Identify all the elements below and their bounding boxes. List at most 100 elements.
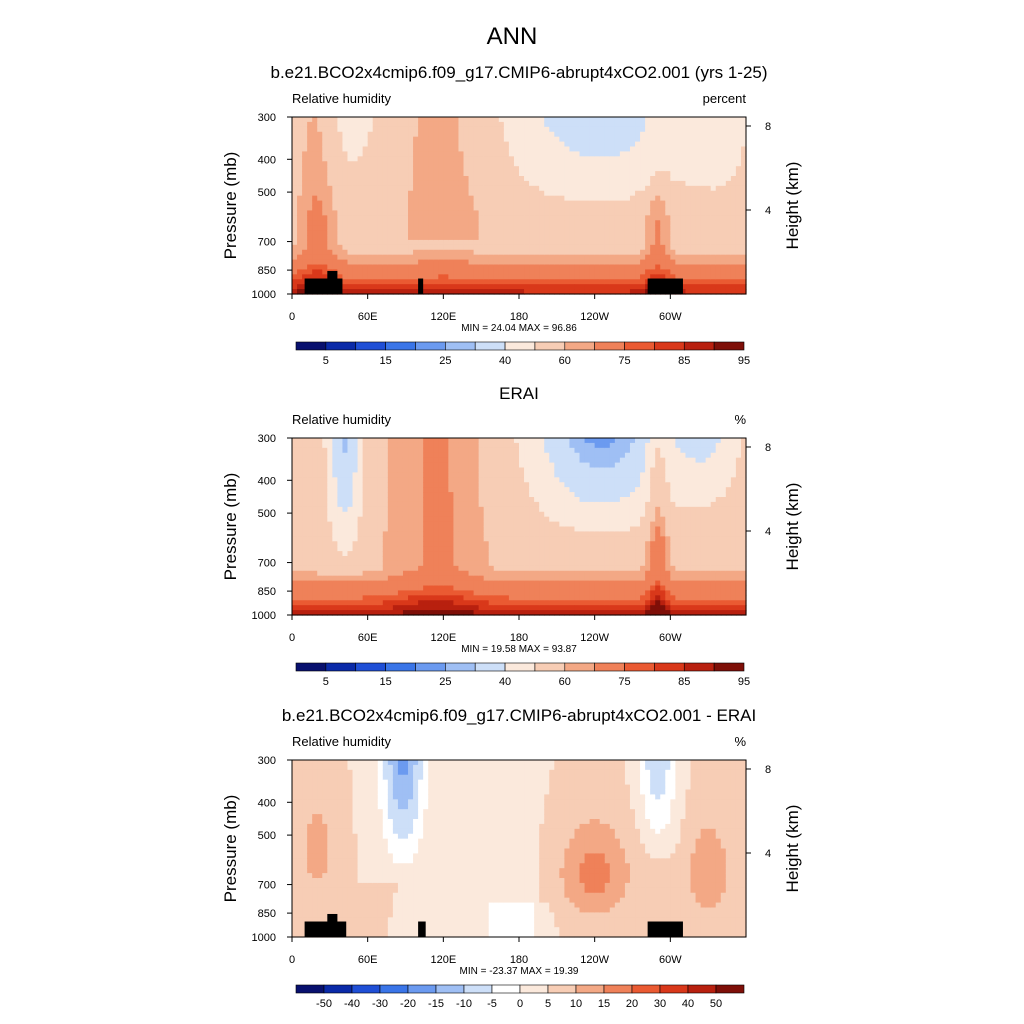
- contour-cell: [705, 117, 712, 123]
- contour-cell: [498, 235, 505, 241]
- contour-cell: [397, 541, 404, 547]
- contour-cell: [690, 180, 697, 187]
- contour-cell: [402, 600, 409, 606]
- contour-cell: [629, 185, 636, 192]
- contour-cell: [589, 235, 596, 241]
- contour-cell: [463, 590, 470, 596]
- contour-cell: [675, 244, 682, 251]
- contour-cell: [413, 447, 419, 454]
- contour-cell: [544, 289, 550, 295]
- contour-cell: [665, 151, 671, 157]
- contour-cell: [539, 151, 545, 157]
- contour-cell: [503, 482, 510, 488]
- contour-cell: [372, 472, 379, 478]
- contour-cell: [513, 511, 520, 518]
- contour-cell: [312, 526, 318, 533]
- contour-cell: [493, 166, 500, 172]
- contour-cell: [297, 585, 303, 592]
- contour-cell: [519, 447, 525, 454]
- contour-cell: [599, 195, 606, 202]
- contour-cell: [473, 541, 480, 547]
- contour-cell: [473, 472, 480, 478]
- contour-cell: [614, 156, 621, 162]
- contour-cell: [443, 215, 449, 221]
- contour-cell: [488, 205, 495, 212]
- contour-cell: [307, 161, 313, 167]
- contour-cell: [408, 570, 414, 577]
- contour-cell: [408, 117, 414, 123]
- contour-cell: [357, 126, 364, 133]
- contour-cell: [468, 121, 475, 128]
- contour-cell: [332, 506, 338, 513]
- contour-cell: [604, 141, 611, 148]
- contour-cell: [327, 570, 333, 577]
- contour-cell: [473, 556, 480, 562]
- contour-cell: [670, 161, 676, 167]
- contour-cell: [584, 284, 591, 290]
- contour-cell: [438, 180, 444, 187]
- contour-cell: [297, 215, 303, 221]
- contour-cell: [650, 151, 656, 157]
- contour-cell: [292, 457, 298, 464]
- contour-cell: [458, 121, 465, 128]
- contour-cell: [332, 171, 338, 177]
- contour-cell: [670, 180, 676, 187]
- contour-cell: [307, 180, 313, 187]
- topography-block: [327, 270, 338, 294]
- contour-cell: [498, 200, 505, 207]
- contour-cell: [700, 190, 707, 197]
- contour-cell: [448, 239, 455, 246]
- contour-cell: [408, 590, 414, 596]
- contour-cell: [629, 126, 636, 133]
- contour-cell: [584, 136, 591, 143]
- contour-cell: [367, 131, 374, 138]
- contour-cell: [362, 590, 369, 596]
- contour-cell: [569, 176, 576, 182]
- contour-cell: [498, 131, 505, 138]
- contour-cell: [382, 269, 389, 275]
- contour-cell: [362, 220, 369, 226]
- contour-cell: [413, 516, 419, 523]
- contour-cell: [498, 210, 505, 216]
- contour-cell: [725, 136, 732, 143]
- contour-cell: [604, 239, 611, 246]
- contour-cell: [342, 516, 349, 523]
- contour-cell: [413, 457, 419, 464]
- contour-cell: [609, 156, 616, 162]
- contour-cell: [478, 575, 485, 582]
- contour-cell: [559, 190, 565, 197]
- contour-cell: [342, 156, 349, 162]
- contour-cell: [473, 141, 480, 148]
- contour-cell: [700, 220, 707, 226]
- contour-cell: [413, 279, 419, 285]
- contour-cell: [448, 536, 455, 542]
- contour-cell: [498, 590, 505, 596]
- contour-cell: [690, 205, 697, 212]
- contour-cell: [660, 274, 666, 280]
- contour-cell: [377, 595, 384, 601]
- contour-cell: [594, 225, 601, 231]
- contour-cell: [670, 220, 676, 226]
- contour-cell: [408, 264, 414, 271]
- contour-cell: [498, 506, 505, 513]
- contour-cell: [397, 487, 404, 493]
- contour-cell: [317, 195, 323, 202]
- contour-cell: [493, 121, 500, 128]
- contour-cell: [604, 195, 611, 202]
- contour-cell: [453, 141, 460, 148]
- contour-cell: [730, 131, 737, 138]
- contour-cell: [317, 585, 323, 592]
- contour-cell: [428, 482, 434, 488]
- contour-cell: [413, 531, 419, 537]
- contour-cell: [508, 210, 515, 216]
- contour-cell: [418, 492, 424, 498]
- contour-cell: [322, 254, 328, 261]
- contour-cell: [342, 235, 349, 241]
- contour-cell: [307, 536, 313, 542]
- contour-cell: [438, 210, 444, 216]
- contour-cell: [700, 141, 707, 148]
- contour-cell: [705, 225, 712, 231]
- contour-cell: [382, 516, 389, 523]
- contour-cell: [307, 156, 313, 162]
- contour-cell: [710, 151, 717, 157]
